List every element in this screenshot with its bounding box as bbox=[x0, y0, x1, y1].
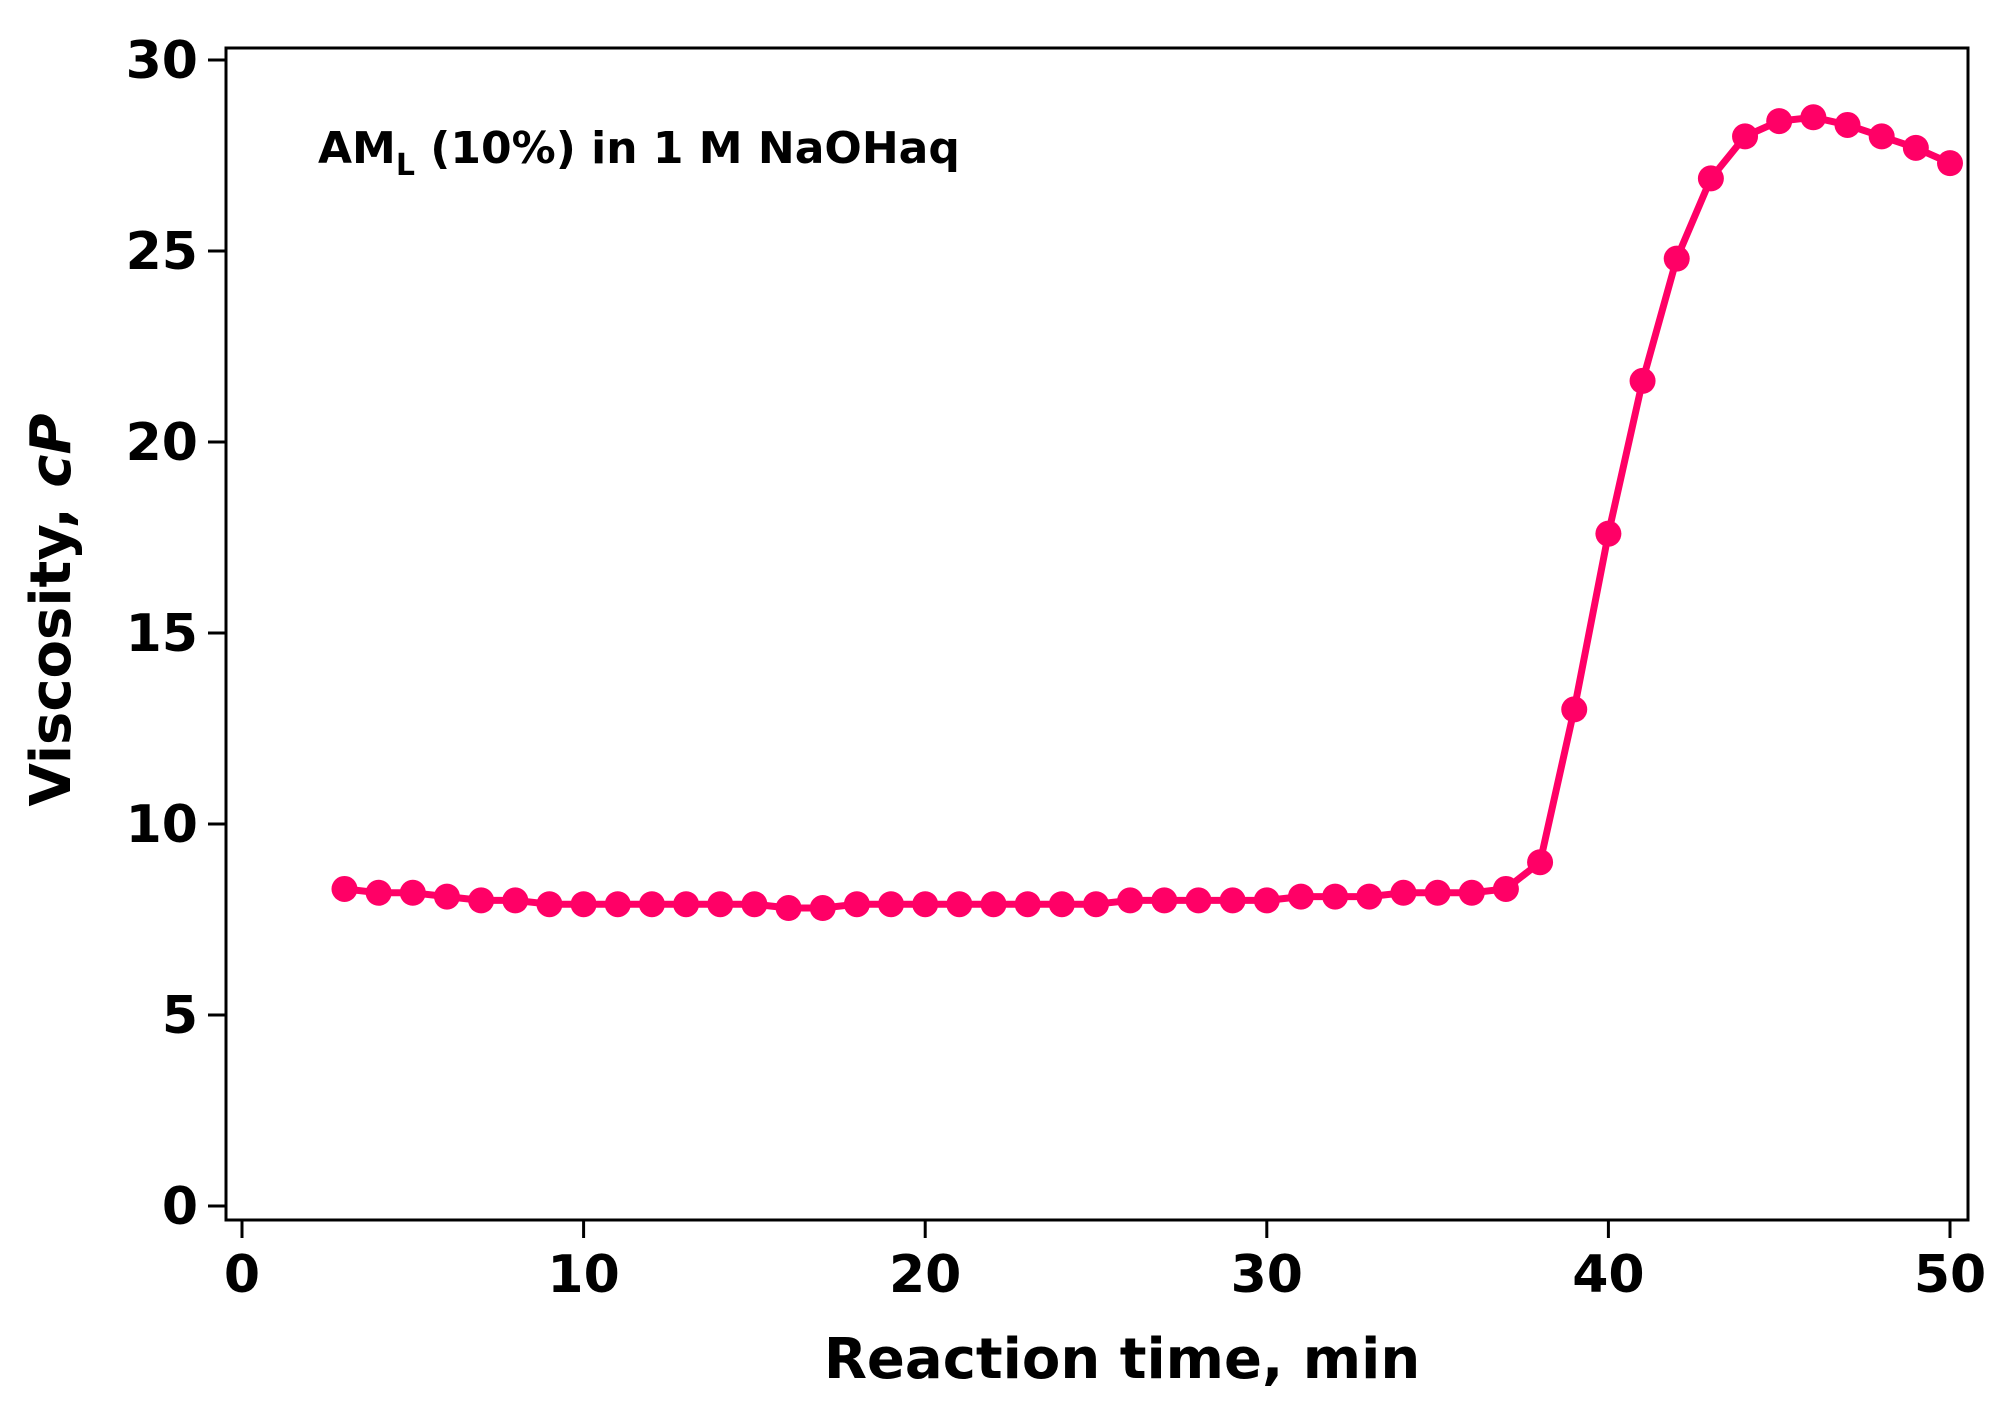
axes-layer bbox=[224, 46, 1970, 1222]
data-point bbox=[1390, 879, 1417, 906]
data-point bbox=[1663, 245, 1690, 272]
series-layer bbox=[331, 104, 1963, 922]
data-point bbox=[502, 887, 529, 914]
data-point bbox=[1253, 887, 1280, 914]
data-point bbox=[1185, 887, 1212, 914]
x-tick-label: 50 bbox=[1914, 1245, 1986, 1305]
data-point bbox=[536, 891, 563, 918]
data-point bbox=[946, 891, 973, 918]
y-tick-label: 30 bbox=[126, 31, 198, 91]
data-point bbox=[1527, 849, 1554, 876]
data-point bbox=[878, 891, 905, 918]
data-point bbox=[365, 879, 392, 906]
data-point bbox=[912, 891, 939, 918]
data-point bbox=[1219, 887, 1246, 914]
data-point bbox=[1322, 883, 1349, 910]
data-point bbox=[1834, 111, 1861, 138]
data-point bbox=[1629, 367, 1656, 394]
data-point bbox=[707, 891, 734, 918]
annotation-rest: (10%) in 1 M NaOHaq bbox=[415, 123, 960, 174]
y-tick-label: 5 bbox=[162, 986, 198, 1046]
data-point bbox=[843, 891, 870, 918]
data-point bbox=[1014, 891, 1041, 918]
data-point bbox=[1424, 879, 1451, 906]
data-point bbox=[1732, 123, 1759, 150]
data-point bbox=[1356, 883, 1383, 910]
data-point bbox=[1458, 879, 1485, 906]
data-point bbox=[775, 895, 802, 922]
data-point bbox=[570, 891, 597, 918]
x-axis-title: Reaction time, min bbox=[824, 1327, 1420, 1392]
data-point bbox=[1492, 875, 1519, 902]
data-point bbox=[980, 891, 1007, 918]
data-point bbox=[331, 875, 358, 902]
data-point bbox=[673, 891, 700, 918]
data-point bbox=[1937, 150, 1963, 177]
data-point bbox=[468, 887, 495, 914]
data-point bbox=[1766, 108, 1793, 135]
annotation-main: AM bbox=[318, 123, 396, 174]
data-point bbox=[399, 879, 426, 906]
data-point bbox=[1561, 696, 1588, 723]
data-point bbox=[604, 891, 631, 918]
data-point bbox=[1800, 104, 1827, 131]
y-tick-label: 10 bbox=[126, 795, 198, 855]
data-point bbox=[741, 891, 768, 918]
data-point bbox=[1595, 520, 1622, 547]
data-point bbox=[1151, 887, 1178, 914]
series-line bbox=[344, 113, 1952, 912]
data-point bbox=[1117, 887, 1144, 914]
data-point bbox=[1697, 165, 1724, 192]
x-tick-label: 0 bbox=[224, 1245, 260, 1305]
x-tick-label: 20 bbox=[889, 1245, 961, 1305]
data-point bbox=[1048, 891, 1075, 918]
y-tick-label: 20 bbox=[126, 413, 198, 473]
annotation-subscript: L bbox=[396, 148, 415, 183]
y-tick-label: 25 bbox=[126, 222, 198, 282]
y-tick-label: 0 bbox=[162, 1177, 198, 1237]
y-axis-title-unit: cP bbox=[19, 413, 84, 487]
chart-annotation: AML (10%) in 1 M NaOHaq bbox=[318, 123, 960, 183]
data-point bbox=[433, 883, 460, 910]
data-point bbox=[809, 895, 836, 922]
plot-frame bbox=[224, 46, 1970, 1222]
ticks-layer: 0 10 20 30 40 50 0 5 10 15 20 25 30 bbox=[126, 31, 1987, 1305]
y-tick-label: 15 bbox=[126, 604, 198, 664]
data-point bbox=[1083, 891, 1109, 918]
y-axis-title: Viscosity, cP bbox=[19, 413, 84, 806]
data-point bbox=[1868, 123, 1895, 150]
x-tick-label: 40 bbox=[1572, 1245, 1644, 1305]
data-point bbox=[638, 891, 665, 918]
x-tick-label: 30 bbox=[1231, 1245, 1303, 1305]
x-tick-label: 10 bbox=[547, 1245, 619, 1305]
data-point bbox=[1902, 134, 1929, 161]
y-axis-title-main: Viscosity, bbox=[19, 488, 84, 807]
data-point bbox=[1287, 883, 1314, 910]
